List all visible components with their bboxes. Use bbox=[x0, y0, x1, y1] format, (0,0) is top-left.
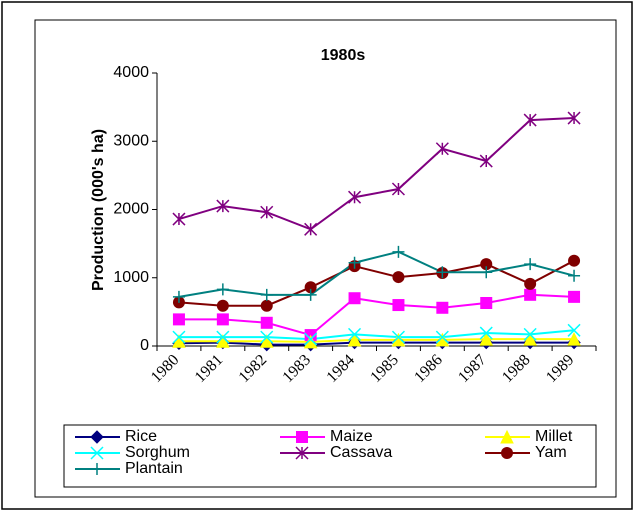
marker bbox=[216, 299, 229, 312]
marker bbox=[479, 326, 493, 340]
marker bbox=[172, 290, 185, 303]
marker bbox=[480, 266, 493, 279]
marker bbox=[568, 269, 581, 282]
marker bbox=[479, 154, 493, 168]
y-tick-label: 0 bbox=[140, 337, 149, 354]
marker bbox=[524, 288, 537, 301]
marker bbox=[480, 258, 493, 271]
marker bbox=[392, 271, 405, 284]
legend-marker bbox=[91, 463, 103, 475]
marker bbox=[260, 316, 273, 329]
marker bbox=[216, 199, 230, 213]
legend-label: Cassava bbox=[330, 444, 392, 461]
marker bbox=[435, 330, 449, 344]
series-line bbox=[178, 338, 575, 343]
marker bbox=[568, 254, 581, 267]
y-tick-label: 1000 bbox=[113, 269, 149, 286]
legend-label: Maize bbox=[330, 428, 373, 445]
marker bbox=[524, 258, 537, 271]
marker bbox=[172, 212, 186, 226]
marker bbox=[436, 266, 449, 279]
marker bbox=[260, 205, 274, 219]
marker bbox=[392, 299, 405, 312]
marker bbox=[304, 281, 317, 294]
series-line bbox=[178, 293, 575, 337]
marker bbox=[523, 113, 537, 127]
y-axis-label: Production (000's ha) bbox=[90, 129, 107, 291]
series-line bbox=[178, 259, 575, 307]
series-line bbox=[178, 341, 575, 346]
marker bbox=[523, 332, 537, 346]
y-tick-label: 4000 bbox=[113, 64, 149, 81]
marker bbox=[216, 283, 229, 296]
marker bbox=[568, 290, 581, 303]
marker bbox=[347, 332, 362, 347]
marker bbox=[436, 301, 449, 314]
marker bbox=[391, 330, 405, 344]
series-line bbox=[178, 250, 575, 298]
marker bbox=[259, 334, 274, 348]
marker bbox=[524, 277, 537, 290]
chart-frame bbox=[34, 19, 617, 498]
legend-marker bbox=[501, 447, 513, 459]
marker bbox=[348, 327, 362, 341]
marker bbox=[480, 297, 493, 310]
legend-marker bbox=[90, 446, 104, 460]
legend-label: Sorghum bbox=[125, 444, 190, 461]
legend-marker bbox=[90, 430, 104, 444]
legend-marker bbox=[296, 431, 308, 443]
legend-label: Plantain bbox=[125, 460, 183, 477]
marker bbox=[567, 111, 581, 125]
marker bbox=[567, 323, 581, 337]
y-tick-label: 3000 bbox=[113, 132, 149, 149]
marker bbox=[216, 334, 230, 348]
marker bbox=[260, 299, 273, 312]
y-tick-label: 2000 bbox=[113, 201, 149, 218]
series-line bbox=[178, 117, 575, 231]
marker bbox=[479, 332, 494, 346]
legend-label: Yam bbox=[535, 444, 567, 461]
chart-title: 1980s bbox=[321, 47, 366, 64]
marker bbox=[216, 313, 229, 326]
legend-label: Millet bbox=[535, 428, 573, 445]
marker bbox=[348, 256, 361, 269]
marker bbox=[348, 292, 361, 305]
marker bbox=[304, 288, 317, 301]
marker bbox=[567, 332, 581, 346]
marker bbox=[304, 332, 318, 346]
marker bbox=[172, 334, 186, 348]
marker bbox=[304, 222, 318, 236]
marker bbox=[260, 288, 273, 301]
legend-marker bbox=[500, 429, 514, 444]
marker bbox=[172, 313, 185, 326]
marker bbox=[348, 190, 362, 204]
marker bbox=[435, 142, 449, 156]
marker bbox=[391, 182, 405, 196]
legend-marker bbox=[295, 446, 309, 460]
marker bbox=[523, 327, 537, 341]
marker bbox=[260, 330, 274, 344]
legend-label: Rice bbox=[125, 428, 157, 445]
marker bbox=[172, 330, 186, 344]
marker bbox=[392, 245, 405, 258]
marker bbox=[216, 330, 230, 344]
series-line bbox=[178, 329, 575, 341]
